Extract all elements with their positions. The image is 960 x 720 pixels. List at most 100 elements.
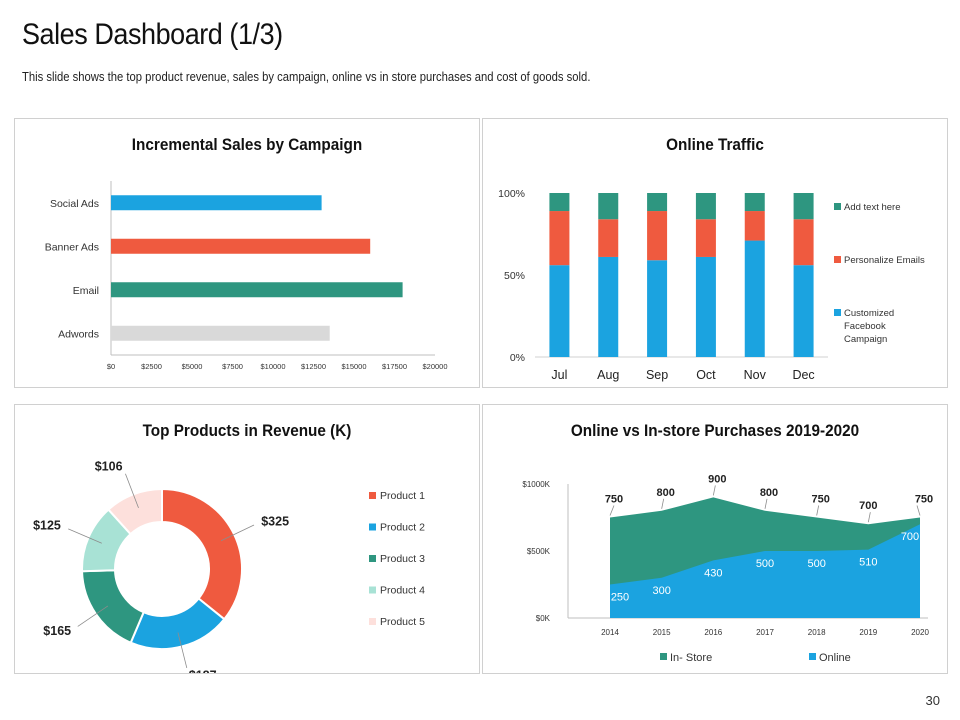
legend-label: Product 4: [380, 585, 425, 597]
top-products-panel: Top Products in Revenue (K) $325 $187 $165…: [14, 404, 480, 674]
online-area: [610, 524, 920, 618]
online-data-label: 500: [756, 558, 774, 570]
leader-line: [609, 505, 615, 516]
x-tick-label: 2014: [601, 628, 619, 637]
online-data-label: 500: [807, 558, 825, 570]
page-subtitle: This slide shows the top product revenue…: [22, 70, 591, 84]
legend-swatch: [369, 492, 376, 499]
bar-segment: [744, 240, 765, 357]
donut-slice: [81, 569, 145, 644]
instore-data-label: 900: [708, 473, 726, 485]
x-tick-label: Dec: [792, 368, 814, 382]
instore-data-label: 750: [605, 494, 623, 506]
x-tick-label: $12500: [301, 362, 326, 371]
campaign-sales-chart: Social Ads Banner Ads Email Adwords $0 $2500 $…: [45, 181, 448, 371]
x-tick-label: 2017: [756, 628, 774, 637]
bar: [111, 282, 403, 298]
y-tick-label: $0K: [536, 614, 551, 623]
legend-label: Customized: [844, 308, 894, 319]
online-data-label: 250: [611, 592, 629, 604]
purchases-title: Online vs In-store Purchases 2019-2020: [570, 421, 860, 440]
y-tick-label: 50%: [504, 270, 525, 282]
online-data-label: 510: [859, 557, 877, 569]
x-tick-label: Oct: [696, 368, 716, 382]
page-number: 30: [925, 693, 940, 708]
legend-swatch: [834, 203, 841, 210]
legend-swatch: [660, 653, 667, 660]
x-tick-label: Jul: [551, 368, 567, 382]
category-label: Adwords: [58, 328, 99, 340]
online-data-label: 700: [901, 531, 919, 543]
legend-label: Add text here: [844, 202, 901, 213]
bar: [111, 195, 322, 211]
legend-swatch: [834, 256, 841, 263]
bar-segment: [598, 219, 619, 257]
online-data-label: 430: [704, 567, 722, 579]
instore-data-label: 800: [760, 487, 778, 499]
top-products-title: Top Products in Revenue (K): [142, 421, 352, 440]
purchases-panel: Online vs In-store Purchases 2019-2020 $…: [482, 404, 948, 674]
legend-label: Personalize Emails: [844, 255, 925, 266]
x-tick-label: $20000: [422, 362, 447, 371]
legend-swatch: [369, 618, 376, 625]
instore-data-label: 700: [859, 500, 877, 512]
bar-segment: [549, 211, 570, 266]
leader-line: [916, 505, 921, 516]
data-label: $125: [33, 519, 61, 533]
x-tick-label: $0: [107, 362, 115, 371]
legend-swatch: [834, 309, 841, 316]
online-traffic-title: Online Traffic: [666, 135, 764, 154]
bar-segment: [793, 219, 814, 266]
bar-segment: [598, 256, 619, 357]
legend-label: Product 3: [380, 553, 425, 565]
y-tick-label: 100%: [498, 188, 525, 200]
y-tick-label: $500K: [527, 547, 551, 556]
bar-segment: [744, 211, 765, 241]
leader-line: [764, 498, 768, 509]
data-label: $325: [261, 515, 289, 529]
category-label: Banner Ads: [45, 241, 99, 253]
donut-slice: [107, 487, 163, 536]
leader-line: [867, 512, 871, 523]
x-tick-label: $10000: [260, 362, 285, 371]
legend-label: Facebook: [844, 321, 886, 332]
x-tick-label: $7500: [222, 362, 243, 371]
leader-line: [661, 498, 665, 509]
leader-line: [125, 473, 139, 508]
leader-line: [220, 524, 255, 542]
category-label: Email: [73, 285, 99, 297]
instore-data-label: 750: [811, 494, 829, 506]
bar-segment: [695, 219, 716, 257]
leader-line: [68, 528, 102, 544]
legend-label: In- Store: [670, 652, 712, 664]
online-traffic-chart: 0% 50% 100% Jul Aug Sep Oct Nov Dec Add text here…: [498, 188, 925, 382]
online-data-label: 300: [652, 585, 670, 597]
bar: [111, 325, 330, 341]
bar-segment: [793, 265, 814, 357]
instore-data-label: 800: [656, 487, 674, 499]
instore-data-label: 750: [915, 494, 933, 506]
category-label: Social Ads: [50, 198, 99, 210]
bar-segment: [647, 260, 668, 357]
data-label: $106: [95, 459, 123, 473]
campaign-sales-panel: Incremental Sales by Campaign Social Ads…: [14, 118, 480, 388]
bar-segment: [647, 211, 668, 261]
x-tick-label: Aug: [597, 368, 619, 382]
x-tick-label: Sep: [646, 368, 668, 382]
bar-segment: [695, 193, 716, 220]
campaign-sales-title: Incremental Sales by Campaign: [131, 135, 363, 154]
legend-swatch: [809, 653, 816, 660]
x-tick-label: 2020: [911, 628, 929, 637]
leader-line: [77, 605, 109, 627]
legend-swatch: [369, 555, 376, 562]
page-title: Sales Dashboard (1/3): [22, 18, 283, 51]
legend-swatch: [369, 523, 376, 531]
x-tick-label: 2018: [808, 628, 826, 637]
legend-label: Product 2: [380, 522, 425, 534]
x-tick-label: $5000: [182, 362, 203, 371]
bar-segment: [549, 265, 570, 357]
leader-line: [712, 485, 716, 496]
bar-segment: [744, 193, 765, 212]
legend-label: Online: [819, 652, 851, 664]
x-tick-label: $15000: [341, 362, 366, 371]
